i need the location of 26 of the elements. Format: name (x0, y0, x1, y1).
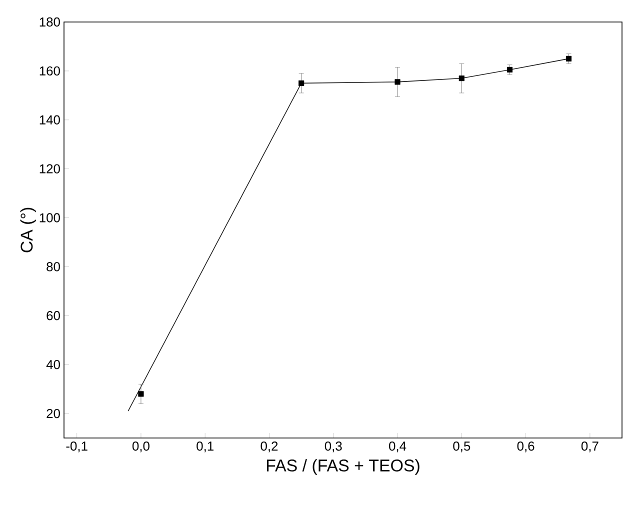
y-axis-title: CA (°) (20, 208, 36, 252)
point (506, 66, 513, 73)
y-tick-label: 140 (40, 115, 60, 124)
x-tick-label: 0,1 (196, 442, 214, 452)
x-tick-label: 0,3 (324, 442, 342, 452)
x-axis-title: FAS / (FAS + TEOS) (266, 459, 420, 475)
point (458, 75, 464, 82)
x-tick-label: 0,7 (581, 442, 598, 452)
point (394, 79, 400, 85)
y-tick-label: 80 (46, 262, 60, 272)
y-tick-label: 100 (40, 213, 60, 222)
x-tick-label: 0,6 (517, 442, 534, 452)
y-tick-label: 20 (46, 408, 60, 418)
y-tick-label: 60 (46, 311, 60, 320)
y-tick-label: 160 (40, 66, 60, 76)
point (138, 391, 144, 397)
y-tick-label: 180 (40, 17, 60, 27)
y-tick-label: 40 (46, 360, 60, 370)
y-tick-label: 120 (40, 164, 60, 174)
point (566, 56, 572, 62)
x-tick-label: 0,2 (260, 442, 278, 452)
x-tick-label: 0,0 (132, 442, 150, 452)
x-tick-label: 0,4 (389, 442, 406, 452)
x-tick-label: -0,1 (66, 442, 88, 452)
x-tick-label: 0,5 (453, 442, 470, 452)
point (298, 80, 304, 86)
